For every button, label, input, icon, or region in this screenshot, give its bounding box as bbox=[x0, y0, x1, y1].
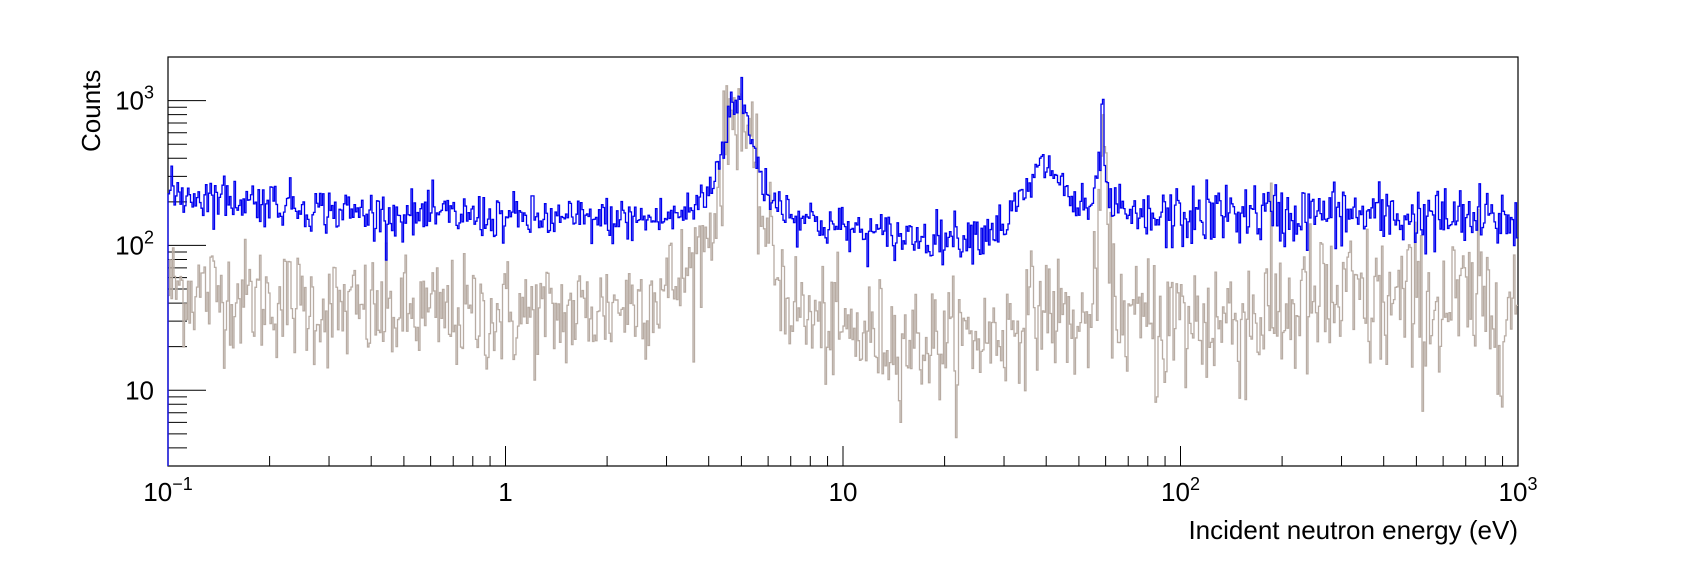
y-tick-label: 103 bbox=[115, 83, 154, 116]
x-tick-label: 103 bbox=[1499, 474, 1538, 507]
y-tick-label: 10 bbox=[125, 375, 154, 405]
series-layer bbox=[167, 76, 1518, 466]
y-tick-label: 102 bbox=[115, 227, 154, 260]
plot-frame bbox=[167, 56, 1519, 467]
y-axis-title: Counts bbox=[76, 70, 106, 152]
tick-labels: 10−1 1 10 102 103 10 102 103 bbox=[115, 83, 1537, 507]
x-tick-label: 10−1 bbox=[143, 474, 192, 507]
x-tick-label: 102 bbox=[1161, 474, 1200, 507]
x-tick-label: 1 bbox=[498, 477, 512, 507]
series-gray-line bbox=[167, 85, 1518, 466]
axis-ticks bbox=[167, 56, 1519, 467]
series-blue-line bbox=[167, 76, 1518, 466]
x-tick-label: 10 bbox=[829, 477, 858, 507]
x-axis-title: Incident neutron energy (eV) bbox=[1188, 515, 1518, 545]
